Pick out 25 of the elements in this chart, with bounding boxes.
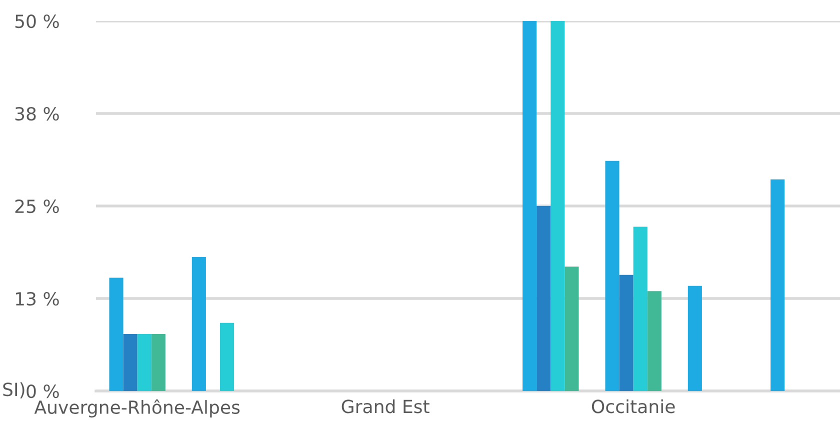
- bar: [770, 179, 785, 391]
- text: SI): [3, 382, 24, 398]
- bar: [522, 21, 537, 391]
- y-tick-label: 38 %: [15, 106, 59, 121]
- bar: [605, 160, 620, 391]
- y-tick-label: 25 %: [15, 199, 59, 214]
- x-tick-label: Grand Est: [342, 399, 430, 414]
- x-tick-label: Auvergne-Rhône-Alpes: [34, 399, 240, 418]
- x-tick-label: Occitanie: [592, 399, 675, 414]
- bar: [137, 334, 152, 391]
- bar: [688, 286, 702, 391]
- bar: [109, 278, 124, 391]
- y-tick-label: 0 %: [26, 384, 59, 398]
- bar: [647, 291, 662, 391]
- bar: [151, 334, 166, 391]
- y-tick-label: 13 %: [16, 292, 59, 306]
- bar: [564, 266, 579, 391]
- bar: [220, 322, 234, 391]
- bar: [536, 206, 551, 391]
- bar: [633, 226, 648, 391]
- bar: [123, 334, 138, 391]
- y-tick-label: 50 %: [15, 14, 59, 28]
- bar: [550, 21, 565, 391]
- bar: [619, 274, 634, 391]
- bar: [192, 257, 206, 391]
